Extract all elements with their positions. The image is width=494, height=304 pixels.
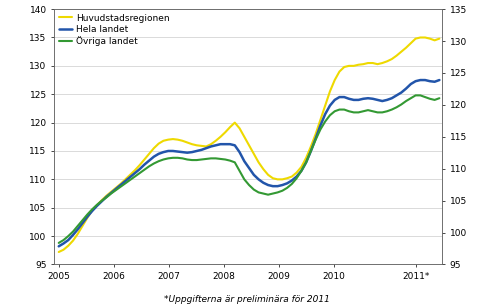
Huvudstadsregionen <box>265 173 271 177</box>
Legend: Huvudstadsregionen, Hela landet, Övriga landet: Huvudstadsregionen, Hela landet, Övriga … <box>57 12 171 48</box>
Övriga landet <box>384 109 390 113</box>
Huvudstadsregionen <box>384 60 390 63</box>
Huvudstadsregionen <box>436 37 442 40</box>
Hela landet <box>56 244 62 248</box>
Huvudstadsregionen <box>365 61 371 65</box>
Line: Hela landet: Hela landet <box>59 80 439 246</box>
Övriga landet <box>56 241 62 245</box>
Hela landet <box>417 78 423 82</box>
Övriga landet <box>412 94 418 97</box>
Hela landet <box>336 95 342 99</box>
Huvudstadsregionen <box>293 171 299 174</box>
Hela landet <box>398 91 404 94</box>
Hela landet <box>384 98 390 102</box>
Huvudstadsregionen <box>417 36 423 39</box>
Huvudstadsregionen <box>398 50 404 54</box>
Övriga landet <box>398 103 404 106</box>
Övriga landet <box>365 108 371 112</box>
Övriga landet <box>293 176 299 180</box>
Hela landet <box>436 78 442 82</box>
Text: *Uppgifterna är preliminära för 2011: *Uppgifterna är preliminära för 2011 <box>164 295 330 304</box>
Övriga landet <box>336 108 342 111</box>
Line: Huvudstadsregionen: Huvudstadsregionen <box>59 37 439 252</box>
Hela landet <box>265 183 271 187</box>
Övriga landet <box>265 193 271 196</box>
Hela landet <box>365 96 371 100</box>
Hela landet <box>293 175 299 178</box>
Line: Övriga landet: Övriga landet <box>59 95 439 243</box>
Huvudstadsregionen <box>56 250 62 254</box>
Övriga landet <box>436 96 442 100</box>
Huvudstadsregionen <box>336 70 342 73</box>
